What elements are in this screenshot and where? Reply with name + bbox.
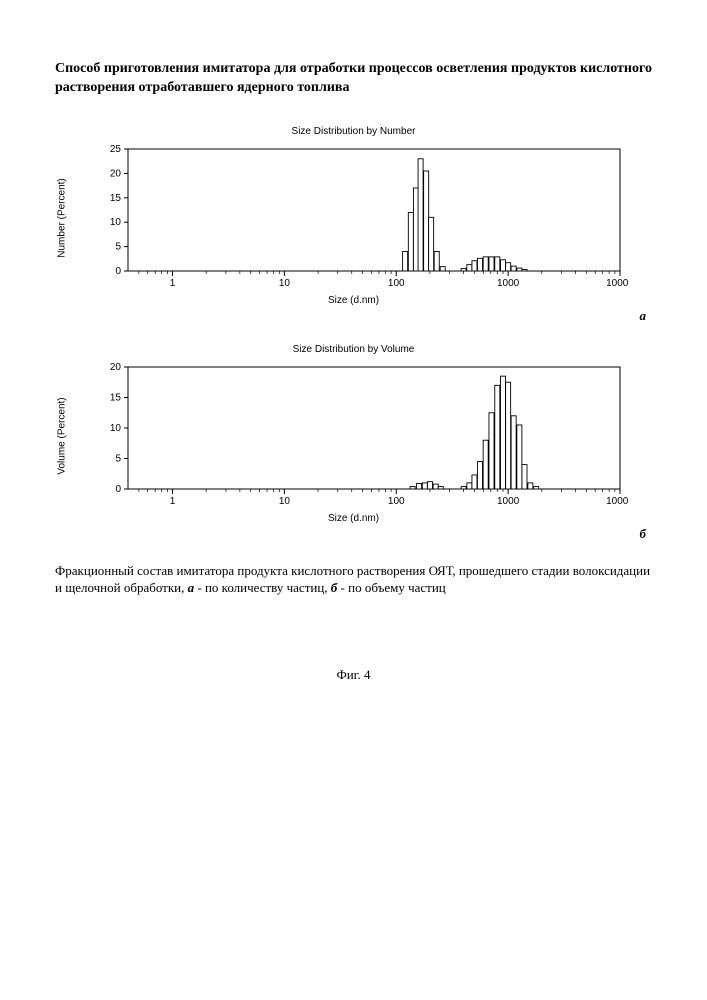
chart-a-section: Size Distribution by Number Number (Perc…: [55, 126, 652, 324]
chart-a-title: Size Distribution by Number: [55, 126, 652, 137]
svg-text:100: 100: [387, 278, 404, 289]
svg-text:0: 0: [115, 266, 121, 277]
svg-text:1: 1: [169, 278, 175, 289]
document-title: Способ приготовления имитатора для отраб…: [55, 60, 652, 98]
svg-text:1: 1: [169, 496, 175, 507]
caption-p3: - по объему частиц: [337, 580, 445, 595]
svg-text:20: 20: [109, 168, 121, 179]
chart-a-svg: 0 5 10 15 20 25 1 10 100 1000 10000: [80, 143, 628, 293]
chart-b-sublabel: б: [55, 526, 652, 542]
chart-b-ylabel: Volume (Percent): [56, 397, 67, 474]
caption-p2: - по количеству частиц,: [194, 580, 331, 595]
svg-text:1000: 1000: [497, 278, 520, 289]
figure-label: Фиг. 4: [55, 667, 652, 683]
chart-b-title: Size Distribution by Volume: [55, 344, 652, 355]
svg-text:10: 10: [278, 496, 290, 507]
chart-a-wrap: Number (Percent) 05101520251101001000100…: [80, 143, 628, 293]
caption: Фракционный состав имитатора продукта ки…: [55, 562, 652, 597]
svg-text:10: 10: [278, 278, 290, 289]
svg-text:10000: 10000: [606, 496, 628, 507]
svg-text:5: 5: [115, 241, 121, 252]
svg-text:25: 25: [109, 144, 121, 155]
chart-b-svg: 0 5 10 15 20 1 10 100 1000 10000: [80, 361, 628, 511]
svg-text:1000: 1000: [497, 496, 520, 507]
svg-text:10000: 10000: [606, 278, 628, 289]
svg-text:5: 5: [115, 453, 121, 464]
svg-text:15: 15: [109, 193, 121, 204]
svg-text:100: 100: [387, 496, 404, 507]
svg-text:0: 0: [115, 484, 121, 495]
chart-a-sublabel: а: [55, 308, 652, 324]
chart-b-wrap: Volume (Percent) 05101520110100100010000: [80, 361, 628, 511]
svg-text:10: 10: [109, 217, 121, 228]
chart-b-section: Size Distribution by Volume Volume (Perc…: [55, 344, 652, 542]
svg-text:10: 10: [109, 423, 121, 434]
svg-text:20: 20: [109, 362, 121, 373]
chart-b-xlabel: Size (d.nm): [55, 513, 652, 524]
chart-a-xlabel: Size (d.nm): [55, 295, 652, 306]
chart-a-ylabel: Number (Percent): [56, 178, 67, 257]
svg-text:15: 15: [109, 392, 121, 403]
